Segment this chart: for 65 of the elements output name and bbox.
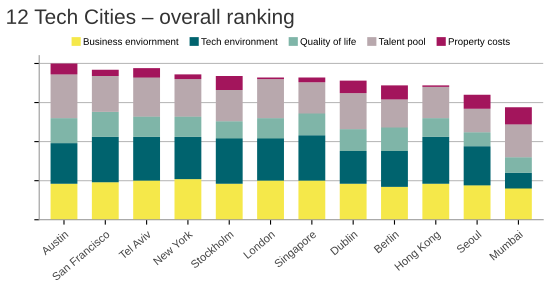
bar — [422, 86, 450, 118]
bar — [50, 118, 78, 144]
bar — [381, 150, 408, 187]
bar — [422, 184, 450, 220]
bar — [464, 108, 491, 132]
bar — [216, 76, 243, 90]
bar — [216, 184, 243, 220]
bar — [50, 184, 78, 220]
bar — [50, 74, 78, 118]
bar — [298, 82, 326, 114]
bar — [174, 179, 202, 220]
bar — [92, 112, 119, 137]
bar — [174, 74, 202, 80]
bar — [133, 116, 160, 137]
bar — [92, 70, 119, 76]
bar — [257, 180, 284, 220]
bar — [133, 78, 160, 117]
bar — [504, 172, 532, 188]
bar — [381, 186, 408, 220]
bar — [216, 121, 243, 138]
bar — [216, 138, 243, 184]
bar — [464, 185, 491, 220]
legend-label: Quality of life — [300, 38, 356, 47]
legend-label: Tech environment — [201, 38, 278, 45]
bar — [92, 182, 119, 220]
bar — [298, 113, 326, 136]
bar — [50, 143, 78, 184]
bar — [464, 94, 491, 109]
bar — [298, 180, 326, 220]
bar — [381, 128, 408, 151]
bar — [504, 124, 532, 158]
bar — [422, 136, 450, 184]
bar — [257, 118, 284, 138]
bar — [340, 129, 367, 151]
bar — [340, 93, 367, 130]
bar — [464, 132, 491, 146]
legend-label: Talent pool — [378, 38, 425, 47]
bar — [257, 138, 284, 181]
bar — [174, 116, 202, 137]
bar — [298, 135, 326, 181]
bar — [133, 180, 160, 220]
legend-label: Property costs — [448, 38, 510, 47]
chart-title: 12 Tech Cities – overall ranking — [7, 8, 294, 28]
bar — [174, 79, 202, 117]
bar — [340, 184, 367, 220]
bar — [92, 136, 119, 182]
bar — [381, 99, 408, 128]
bar — [340, 80, 367, 94]
bar — [381, 85, 408, 100]
legend-label: Business enviornment — [84, 38, 179, 45]
x-tick-label: Tel Aviv — [118, 229, 152, 260]
bar — [298, 78, 326, 82]
bar — [422, 118, 450, 137]
bar — [504, 157, 532, 173]
bar — [133, 68, 160, 78]
bar — [50, 63, 78, 74]
bar — [464, 146, 491, 186]
bar — [92, 76, 119, 112]
bar — [216, 90, 243, 122]
bar — [133, 136, 160, 181]
bar — [257, 79, 284, 118]
bar — [504, 188, 532, 220]
bar — [340, 150, 367, 184]
bar — [504, 107, 532, 124]
bar — [174, 136, 202, 180]
